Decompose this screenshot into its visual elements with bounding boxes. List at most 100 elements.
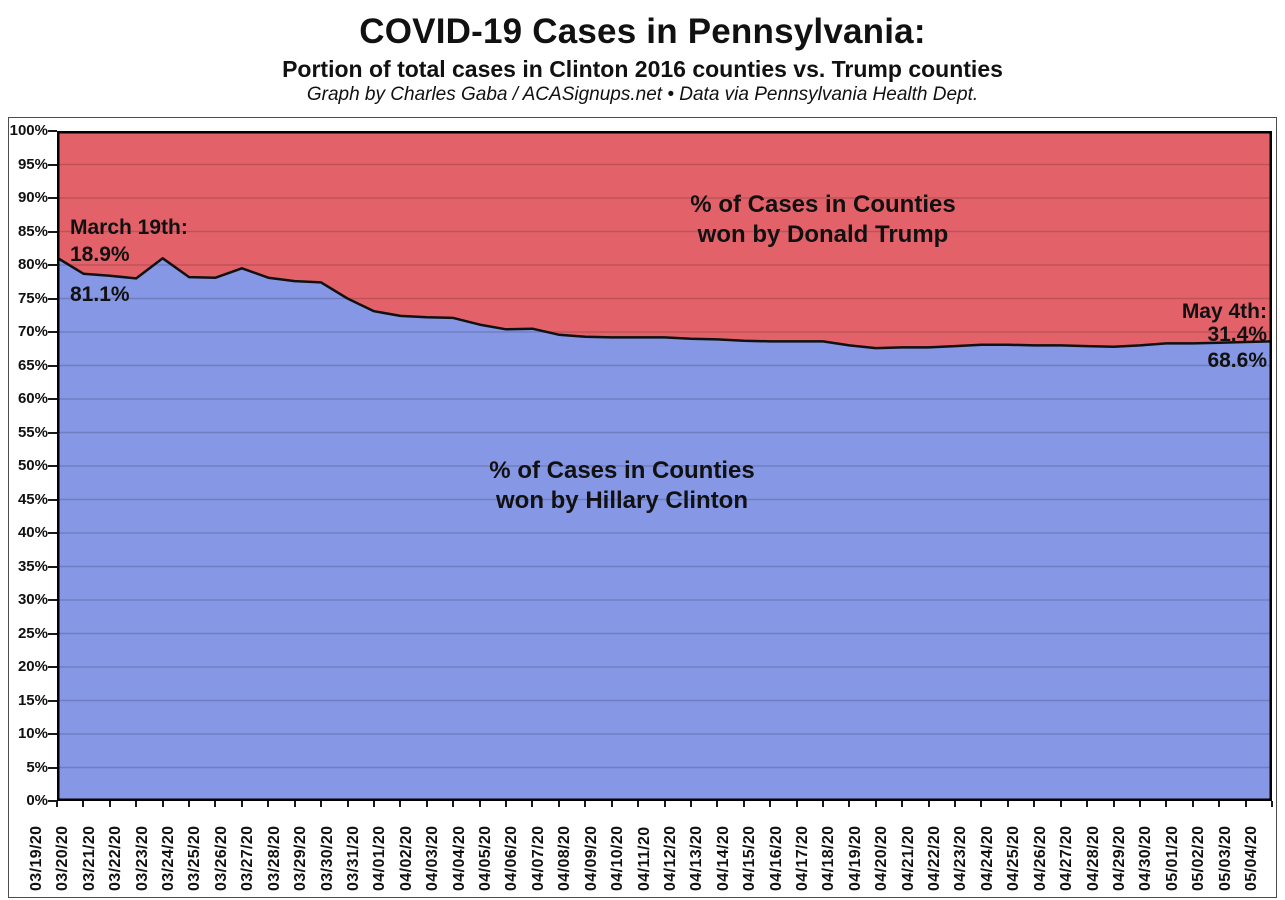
y-axis-tick (48, 733, 57, 735)
x-axis-tick (663, 801, 666, 807)
y-axis-label: 95% (17, 155, 48, 173)
x-axis-label: 04/02/20 (397, 825, 415, 891)
x-axis-label: 04/10/20 (609, 825, 627, 891)
x-axis-label: 04/20/20 (873, 825, 891, 891)
x-axis-tick (399, 801, 402, 807)
x-axis-label: 04/19/20 (846, 825, 864, 891)
y-axis-label: 85% (17, 222, 48, 240)
x-axis-label: 04/08/20 (556, 825, 574, 891)
x-axis-tick (821, 801, 824, 807)
x-axis-tick (610, 801, 613, 807)
chart-title: COVID-19 Cases in Pennsylvania: (359, 12, 926, 51)
y-axis-tick (48, 565, 57, 568)
x-axis-tick (1271, 801, 1273, 807)
x-axis-label: 03/19/20 (28, 825, 45, 891)
x-axis-label: 05/01/20 (1163, 825, 1181, 891)
x-axis-tick (425, 801, 428, 807)
y-axis-tick (48, 163, 57, 166)
annotation-may4-clinton-value: 68.6% (1207, 349, 1267, 372)
x-axis-tick (1138, 801, 1141, 807)
x-axis-tick (346, 801, 349, 807)
x-axis-label: 04/14/20 (714, 825, 732, 891)
annotation-may4-title: May 4th: (1181, 300, 1267, 323)
x-axis-label: 03/22/20 (107, 825, 125, 891)
x-axis-label: 03/25/20 (186, 825, 204, 891)
x-axis-label: 04/04/20 (450, 825, 468, 891)
x-axis-label: 04/18/20 (820, 825, 838, 891)
y-axis-tick (48, 230, 57, 233)
x-axis-tick (452, 801, 455, 807)
x-axis-tick (1059, 801, 1062, 807)
x-axis-label: 04/29/20 (1110, 825, 1128, 891)
x-axis-label: 04/06/20 (503, 825, 521, 891)
y-axis-label: 10% (17, 725, 48, 742)
x-axis-tick (1033, 801, 1036, 807)
y-axis-tick (48, 699, 57, 702)
x-axis-label: 03/31/20 (344, 825, 362, 891)
x-axis-label: 04/01/20 (371, 825, 389, 891)
chart-credit: Graph by Charles Gaba / ACASignups.net •… (306, 84, 979, 105)
y-axis-tick (48, 800, 57, 802)
x-axis-label: 05/03/20 (1216, 825, 1234, 891)
y-axis-tick (48, 331, 57, 333)
y-axis-tick (48, 599, 57, 601)
y-axis-label: 35% (17, 557, 48, 575)
y-axis-label: 5% (26, 758, 48, 776)
area-chart-plot (57, 131, 1272, 801)
x-axis-tick (716, 801, 719, 807)
annotation-may4: May 4th: 31.4% (1182, 300, 1267, 346)
x-axis-label: 04/05/20 (477, 825, 495, 891)
y-axis-label: 90% (17, 189, 48, 206)
boundary-line (57, 256, 1272, 350)
x-axis-label: 04/17/20 (793, 825, 811, 891)
y-axis-label: 100% (9, 122, 48, 139)
x-axis-tick (848, 801, 851, 807)
x-axis-tick (874, 801, 877, 807)
x-axis-label: 04/11/20 (635, 826, 653, 891)
x-axis-tick (1191, 801, 1194, 807)
x-axis-tick (161, 801, 164, 807)
y-axis-tick (48, 197, 57, 199)
clinton-area-label-line1: % of Cases in Counties (489, 457, 755, 484)
x-axis-tick (293, 801, 296, 807)
y-axis-label: 70% (17, 323, 48, 340)
clinton-area (57, 257, 1272, 801)
y-axis-tick (48, 498, 57, 501)
x-axis-label: 04/15/20 (741, 825, 759, 891)
x-axis-tick (901, 801, 904, 807)
y-axis-tick (48, 297, 57, 300)
annotation-march19-clinton-value: 81.1% (70, 283, 130, 306)
x-axis-label: 03/29/20 (292, 825, 310, 891)
y-axis-tick (48, 532, 57, 534)
y-axis-label: 80% (17, 256, 48, 273)
x-axis-label: 03/30/20 (318, 825, 336, 891)
y-axis-tick (48, 465, 57, 467)
x-axis-tick (108, 801, 111, 807)
x-axis-tick (531, 801, 534, 807)
x-axis-label: 04/13/20 (688, 825, 706, 891)
trump-area-label-line1: % of Cases in Counties (690, 191, 956, 218)
x-axis-label: 03/24/20 (160, 825, 178, 891)
x-axis-tick (1112, 801, 1115, 807)
x-axis-label: 04/23/20 (952, 825, 970, 891)
x-axis-tick (795, 801, 798, 807)
y-axis-tick (48, 264, 57, 266)
x-axis-tick (1165, 801, 1168, 807)
x-axis-tick (637, 801, 640, 807)
x-axis-label: 04/25/20 (1005, 825, 1023, 891)
y-axis-label: 55% (17, 423, 48, 441)
x-axis-tick (320, 801, 323, 807)
x-axis-tick (1244, 801, 1247, 807)
x-axis-label: 03/23/20 (133, 825, 151, 891)
x-axis-tick (1218, 801, 1221, 807)
x-axis-tick (188, 801, 191, 807)
x-axis-label: 04/28/20 (1084, 825, 1102, 891)
y-axis-tick (48, 398, 57, 400)
x-axis-tick (214, 801, 217, 807)
y-axis-label: 20% (17, 658, 48, 675)
x-axis-label: 04/09/20 (582, 825, 600, 891)
annotation-may4-trump-value: 31.4% (1207, 323, 1267, 346)
x-axis-label: 04/30/20 (1137, 825, 1155, 891)
x-axis-label: 04/27/20 (1058, 825, 1076, 891)
x-axis-label: 03/28/20 (265, 825, 283, 891)
